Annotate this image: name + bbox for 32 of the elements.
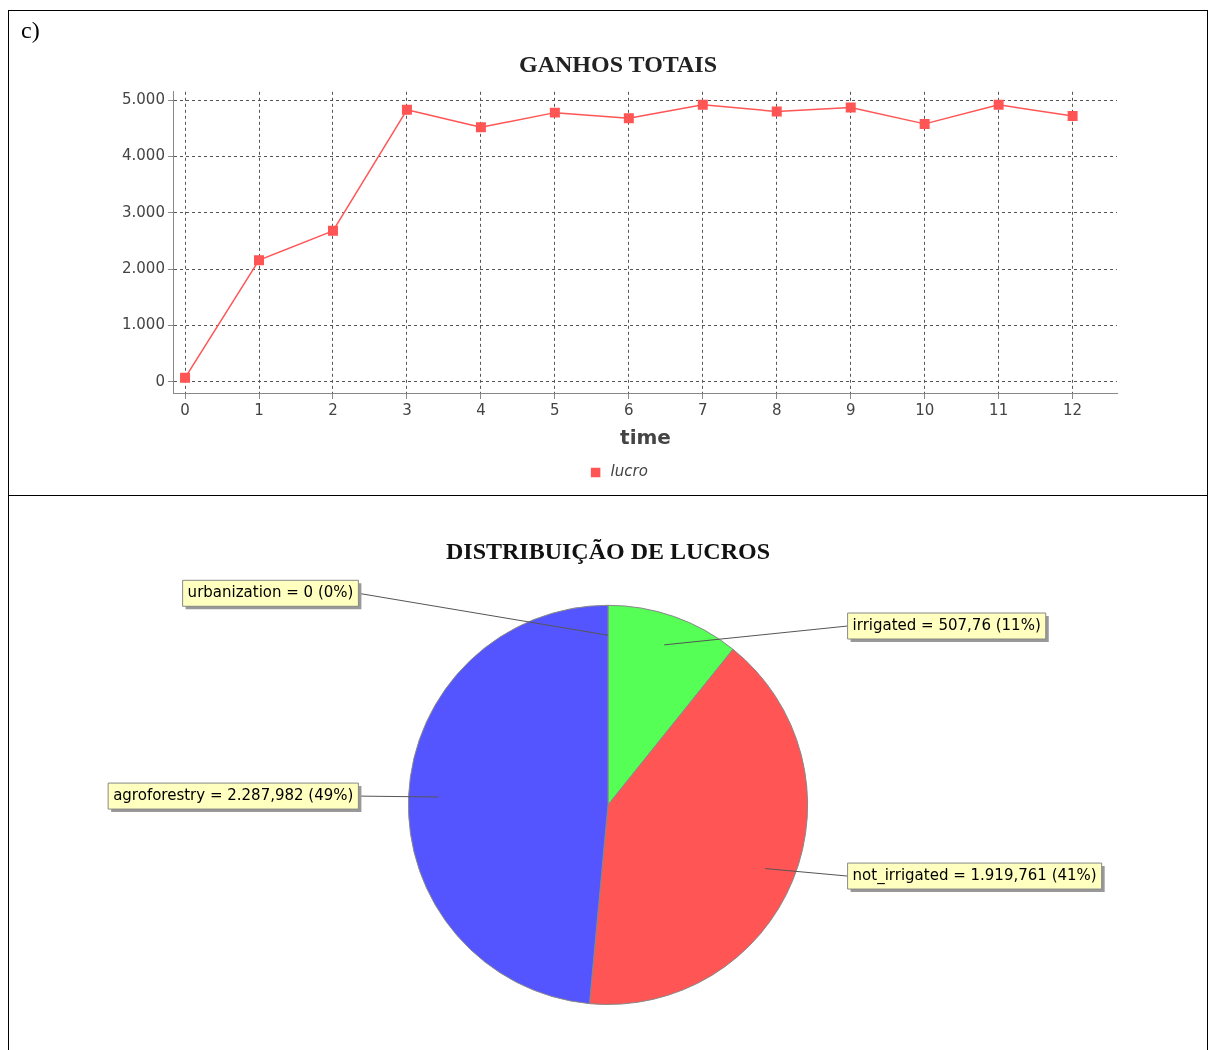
slice-label: not_irrigated xyxy=(852,865,949,885)
data-label: = 507,76 (11%) xyxy=(921,615,1041,634)
data-label: = 2.287,982 (49%) xyxy=(209,785,354,804)
x-axis-title: time xyxy=(620,425,671,450)
y-tick-label: 1.000 xyxy=(121,315,165,334)
x-tick-label: 12 xyxy=(1063,400,1083,419)
y-tick-label: 4.000 xyxy=(121,146,165,165)
x-tick-label: 2 xyxy=(328,400,338,419)
text: c) xyxy=(21,17,40,44)
slice-label: irrigated xyxy=(852,615,917,634)
y-tick-label: 2.000 xyxy=(121,259,165,278)
y-tick-label: 5.000 xyxy=(121,90,165,109)
x-tick-label: 0 xyxy=(180,400,190,419)
chart-title: GANHOS TOTAIS xyxy=(518,50,718,77)
x-tick-label: 6 xyxy=(624,400,634,419)
x-tick-label: 1 xyxy=(254,400,264,419)
x-tick-label: 7 xyxy=(698,400,708,419)
slice-label: agroforestry xyxy=(113,785,206,804)
x-tick-label: 4 xyxy=(476,400,486,419)
chart-title: DISTRIBUIÇÃO DE LUCROS xyxy=(445,537,771,564)
x-tick-label: 11 xyxy=(989,400,1009,419)
category-label: urbanization xyxy=(187,583,282,602)
data-label: = 1.919,761 (41%) xyxy=(953,865,1097,884)
y-tick-label: 0 xyxy=(155,371,165,390)
legend-label: lucro xyxy=(610,462,648,481)
x-tick-label: 10 xyxy=(915,400,935,419)
x-tick-label: 5 xyxy=(550,400,560,419)
x-tick-label: 8 xyxy=(771,400,782,419)
x-tick-label: 9 xyxy=(845,400,856,419)
x-tick-label: 3 xyxy=(402,400,412,419)
text: = 0 (0%) xyxy=(286,583,354,602)
y-tick-label: 3.000 xyxy=(121,202,165,221)
